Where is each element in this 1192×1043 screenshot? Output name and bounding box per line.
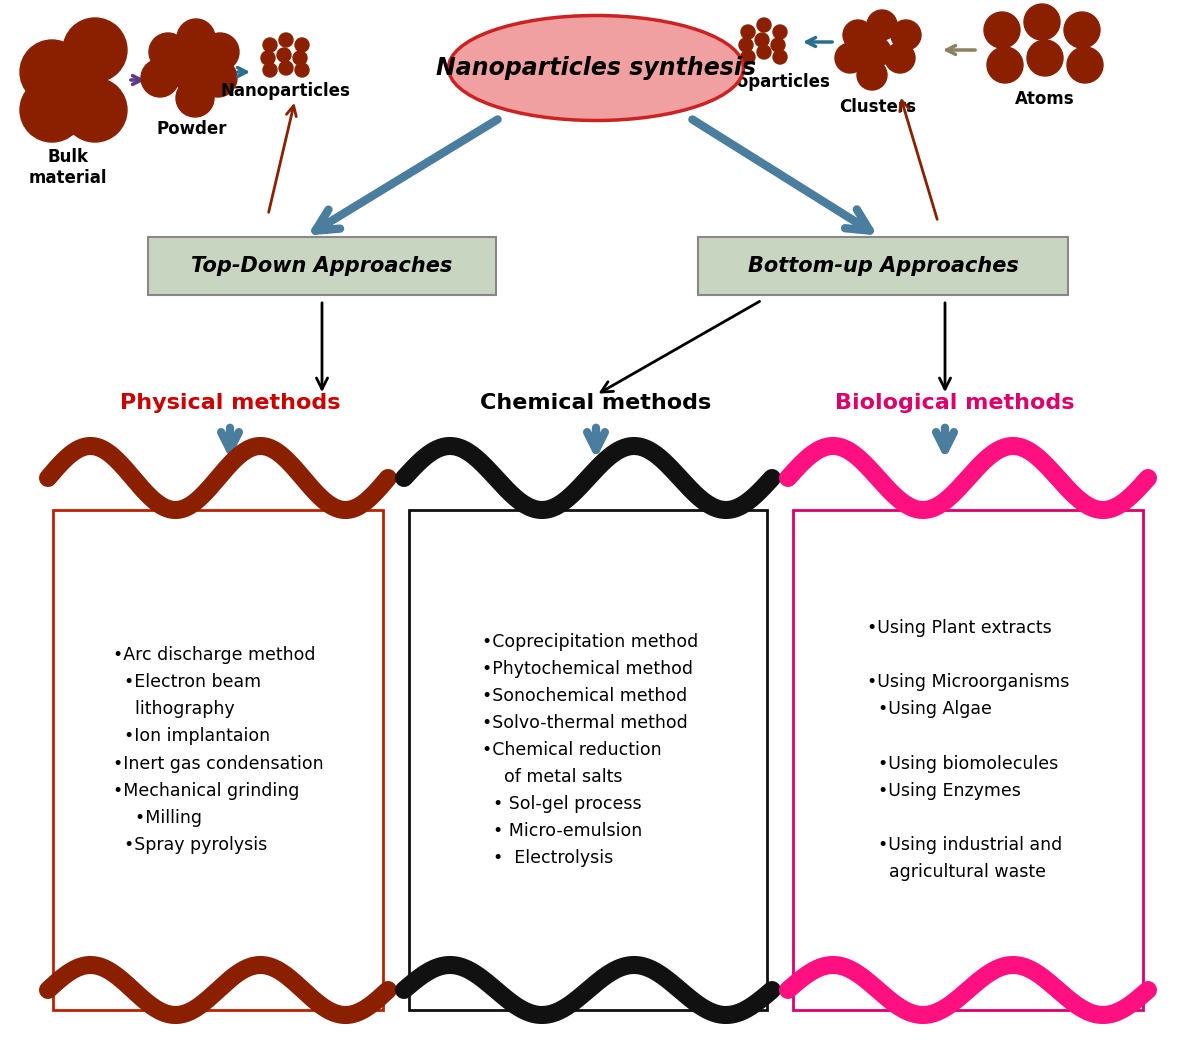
Text: Nanoparticles synthesis: Nanoparticles synthesis (436, 56, 756, 80)
Circle shape (176, 19, 215, 57)
Circle shape (170, 53, 209, 91)
Circle shape (1024, 4, 1060, 40)
Circle shape (279, 33, 293, 47)
Circle shape (771, 38, 786, 52)
Circle shape (739, 38, 753, 52)
Circle shape (277, 48, 291, 62)
Circle shape (20, 78, 83, 142)
Circle shape (987, 47, 1023, 83)
Circle shape (199, 59, 237, 97)
Circle shape (176, 79, 215, 117)
Circle shape (261, 51, 275, 65)
Circle shape (757, 18, 771, 32)
Circle shape (867, 10, 898, 40)
Circle shape (1064, 13, 1100, 48)
Text: Top-Down Approaches: Top-Down Approaches (192, 256, 453, 276)
Circle shape (294, 38, 309, 52)
Circle shape (985, 13, 1020, 48)
Circle shape (294, 63, 309, 77)
Circle shape (63, 18, 128, 82)
Circle shape (63, 78, 128, 142)
Circle shape (890, 20, 921, 50)
Circle shape (141, 59, 179, 97)
Circle shape (279, 60, 293, 75)
Circle shape (884, 43, 915, 73)
Ellipse shape (448, 16, 744, 121)
Circle shape (755, 33, 769, 47)
Circle shape (861, 37, 890, 67)
Text: Nanoparticles: Nanoparticles (221, 82, 350, 100)
Text: Powder: Powder (157, 120, 228, 138)
Circle shape (263, 63, 277, 77)
Circle shape (757, 45, 771, 59)
Circle shape (201, 33, 240, 71)
Circle shape (772, 25, 787, 39)
FancyBboxPatch shape (699, 237, 1068, 295)
Circle shape (857, 60, 887, 90)
Circle shape (843, 20, 873, 50)
Circle shape (1028, 40, 1063, 76)
Text: Bulk
material: Bulk material (29, 148, 107, 187)
FancyBboxPatch shape (409, 510, 766, 1010)
FancyBboxPatch shape (52, 510, 383, 1010)
Circle shape (20, 40, 83, 104)
Text: •Coprecipitation method
•Phytochemical method
•Sonochemical method
•Solvo-therma: •Coprecipitation method •Phytochemical m… (482, 633, 699, 868)
Circle shape (263, 38, 277, 52)
Circle shape (1067, 47, 1103, 83)
Text: Clusters: Clusters (839, 98, 917, 116)
Circle shape (772, 50, 787, 64)
Text: Nanoparticles: Nanoparticles (700, 73, 830, 91)
Circle shape (741, 50, 755, 64)
Circle shape (741, 25, 755, 39)
Text: Physical methods: Physical methods (119, 393, 340, 413)
Circle shape (836, 43, 865, 73)
Text: Atoms: Atoms (1016, 90, 1075, 108)
Text: Biological methods: Biological methods (836, 393, 1075, 413)
Text: •Arc discharge method
  •Electron beam
    lithography
  •Ion implantaion
•Inert: •Arc discharge method •Electron beam lit… (113, 647, 323, 854)
FancyBboxPatch shape (793, 510, 1143, 1010)
Text: •Using Plant extracts

•Using Microorganisms
  •Using Algae

  •Using biomolecul: •Using Plant extracts •Using Microorgani… (867, 620, 1069, 881)
Text: Chemical methods: Chemical methods (480, 393, 712, 413)
Circle shape (149, 33, 187, 71)
FancyBboxPatch shape (148, 237, 496, 295)
Circle shape (293, 51, 308, 65)
Text: Bottom-up Approaches: Bottom-up Approaches (747, 256, 1018, 276)
